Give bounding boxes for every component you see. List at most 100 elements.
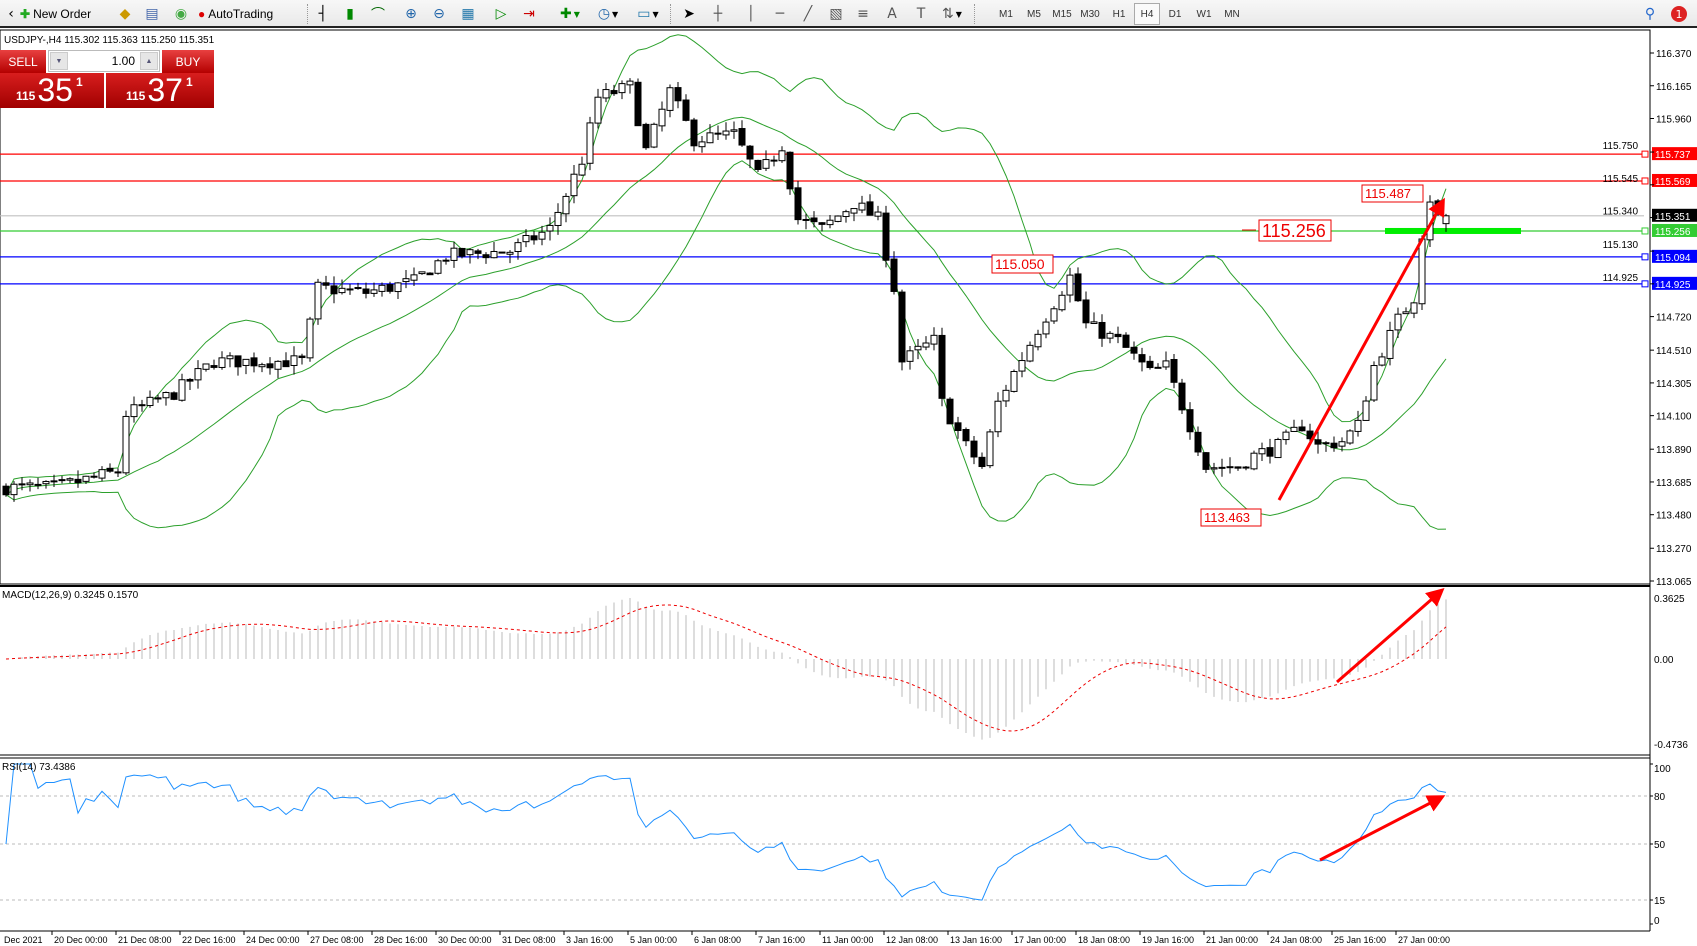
line-chart-icon[interactable]: ⌒ [371, 7, 385, 23]
zoom-out-icon[interactable]: ⊖ [433, 6, 445, 22]
bar-chart-icon[interactable]: ┤ [318, 6, 328, 22]
timeframe-h1[interactable]: H1 [1112, 8, 1126, 20]
chart-area[interactable]: 115.737 115.569 115.351 115.256 115.094 114.9… [0, 28, 1697, 946]
line-handle[interactable] [1641, 177, 1649, 185]
crosshair-icon[interactable]: ┼ [713, 6, 723, 22]
line-handle[interactable] [1641, 280, 1649, 288]
candle [786, 151, 794, 195]
candle [1154, 363, 1162, 369]
timeframe-d1[interactable]: D1 [1168, 8, 1182, 20]
trendline-icon[interactable]: ╱ [803, 6, 813, 22]
candle-body [74, 478, 82, 484]
candle-body [266, 363, 274, 369]
candle [938, 327, 946, 407]
main-chart-frame [0, 29, 1651, 585]
candle [402, 269, 410, 289]
price-annotation-box[interactable] [1258, 219, 1332, 242]
candle [978, 452, 986, 469]
volume-input[interactable]: 1.00 [111, 54, 135, 68]
autotrading-icon: ● [198, 7, 206, 21]
horizontal-line-icon[interactable]: ─ [775, 6, 785, 22]
volume-stepper[interactable]: ▼ 1.00 ▲ [48, 50, 160, 72]
price-tick-label: 113.270 [1656, 544, 1692, 555]
navigator-icon[interactable]: ▤ [145, 6, 159, 22]
text-label-icon[interactable]: T [916, 6, 926, 22]
arrows-button[interactable]: ⇅ ▼ [942, 6, 962, 22]
candle [202, 363, 210, 372]
candle-body [666, 87, 674, 111]
timeframe-m15[interactable]: M15 [1052, 8, 1072, 20]
candle [762, 150, 770, 171]
new-order-button[interactable]: ✚ New Order [20, 3, 91, 25]
rsi-tick-label: 80 [1654, 792, 1666, 803]
candle-body [234, 355, 242, 368]
price-trend-arrow[interactable] [1277, 197, 1445, 501]
candle-body [1274, 438, 1282, 459]
candle-body [706, 132, 714, 144]
tile-windows-icon[interactable]: ▦ [461, 6, 475, 22]
candle [810, 211, 818, 228]
volume-up-icon[interactable]: ▲ [140, 52, 158, 70]
timeframe-mn[interactable]: MN [1224, 8, 1240, 20]
candle-body [218, 357, 226, 368]
candle [346, 284, 354, 295]
market-watch-icon[interactable]: ◆ [119, 6, 131, 22]
fibonacci-icon[interactable]: ≡ [857, 6, 869, 22]
sell-button[interactable]: SELL [0, 50, 46, 73]
back-icon[interactable]: ‹ [8, 6, 14, 22]
time-label: 5 Jan 00:00 [630, 935, 677, 945]
candle [82, 475, 90, 484]
candle [58, 476, 66, 484]
templates-button[interactable]: ▭ ▼ [637, 6, 659, 22]
price-annotation-box[interactable] [1361, 184, 1424, 203]
candle [1114, 326, 1122, 344]
timeframe-m30[interactable]: M30 [1080, 8, 1100, 20]
autotrading-button[interactable]: ● AutoTrading [198, 3, 273, 25]
macd-trend-arrow[interactable] [1336, 588, 1445, 684]
cursor-icon[interactable]: ➤ [683, 6, 695, 22]
candle-body [618, 83, 626, 94]
price-tag: 115.737 [1655, 150, 1691, 161]
candle-body [450, 247, 458, 261]
candle-body [1226, 466, 1234, 469]
candle-body [834, 215, 842, 222]
periods-button[interactable]: ◷ ▼ [597, 6, 619, 22]
candle [138, 399, 146, 412]
line-handle[interactable] [1641, 150, 1649, 158]
candle-body [578, 163, 586, 176]
candle [1170, 354, 1178, 389]
vertical-line-icon[interactable]: │ [746, 6, 756, 22]
volume-down-icon[interactable]: ▼ [50, 52, 68, 70]
text-icon[interactable]: A [887, 6, 897, 22]
timeframe-h4[interactable]: H4 [1134, 3, 1160, 25]
buy-button[interactable]: BUY [162, 50, 214, 73]
chart-shift-icon[interactable]: ⇥ [523, 6, 535, 22]
candle [1074, 267, 1082, 302]
price-annotation-box[interactable] [991, 254, 1054, 274]
notifications-button[interactable]: 1 [1666, 3, 1692, 25]
line-handle[interactable] [1641, 253, 1649, 261]
signal-icon[interactable]: ◉ [174, 6, 188, 22]
candle-body [274, 360, 282, 370]
indicators-button[interactable]: ✚ ▼ [560, 6, 580, 22]
candle [290, 346, 298, 375]
search-icon[interactable]: ⚲ [1644, 6, 1656, 22]
timeframe-m1[interactable]: M1 [999, 8, 1013, 20]
candle-body [1362, 400, 1370, 421]
sell-price[interactable]: 115 35 1 [0, 73, 104, 108]
candle-body [490, 250, 498, 259]
candlestick-icon[interactable]: ▮ [346, 6, 354, 22]
buy-price[interactable]: 115 37 1 [106, 73, 214, 108]
candle [602, 82, 610, 103]
line-handle[interactable] [1641, 227, 1649, 235]
scroll-end-icon[interactable]: ▷ [495, 6, 507, 22]
timeframe-m5[interactable]: M5 [1027, 8, 1041, 20]
equidistant-channel-icon[interactable]: ▧ [829, 6, 843, 22]
timeframe-w1[interactable]: W1 [1196, 8, 1212, 20]
candle-body [1178, 382, 1186, 411]
price-annotation-box[interactable] [1200, 508, 1262, 527]
candle [1050, 306, 1058, 324]
rsi-trend-arrow[interactable] [1319, 795, 1446, 862]
price-tag-bg [1652, 223, 1697, 237]
zoom-in-icon[interactable]: ⊕ [405, 6, 417, 22]
